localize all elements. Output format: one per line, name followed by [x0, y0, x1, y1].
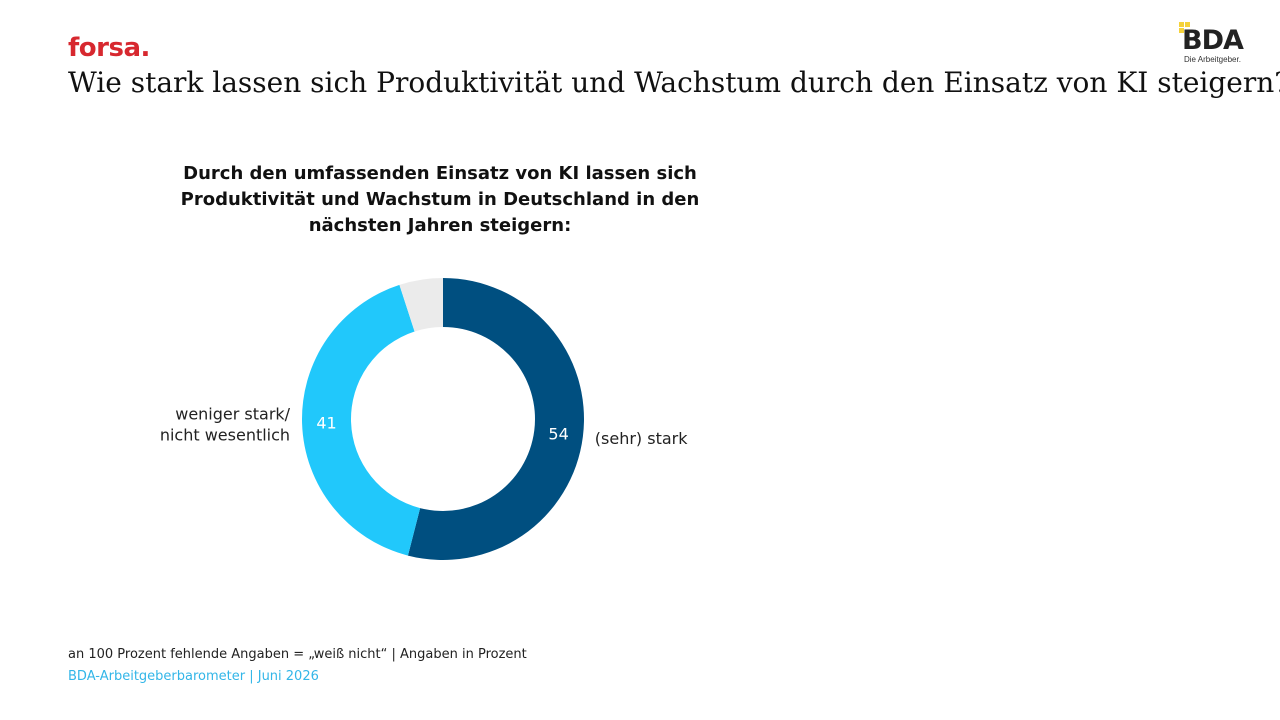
source-note: BDA-Arbeitgeberbarometer | Juni 2026 [68, 669, 319, 684]
logo-tagline: Die Arbeitgeber. [1184, 55, 1241, 64]
slice-value-label: 41 [316, 414, 336, 433]
slice-value-label: 54 [548, 425, 568, 444]
donut-slice [399, 278, 443, 332]
donut-slice [301, 284, 421, 556]
forsa-logo: forsa. [68, 33, 150, 63]
donut-slice [407, 278, 584, 560]
bda-logo: BDA Die Arbeitgeber. [1176, 22, 1246, 66]
logo-square-icon [1179, 28, 1184, 33]
chart-title: Durch den umfassenden Einsatz von KI las… [180, 163, 700, 236]
slice-category-label: weniger stark/nicht wesentlich [160, 404, 291, 444]
logo-square-icon [1185, 22, 1190, 27]
footnote: an 100 Prozent fehlende Angaben = „weiß … [68, 647, 527, 662]
slice-category-label: (sehr) stark [595, 429, 688, 448]
logo-letters: BDA [1182, 25, 1244, 56]
logo-square-icon [1179, 22, 1184, 27]
page-title: Wie stark lassen sich Produktivität und … [68, 66, 1280, 99]
